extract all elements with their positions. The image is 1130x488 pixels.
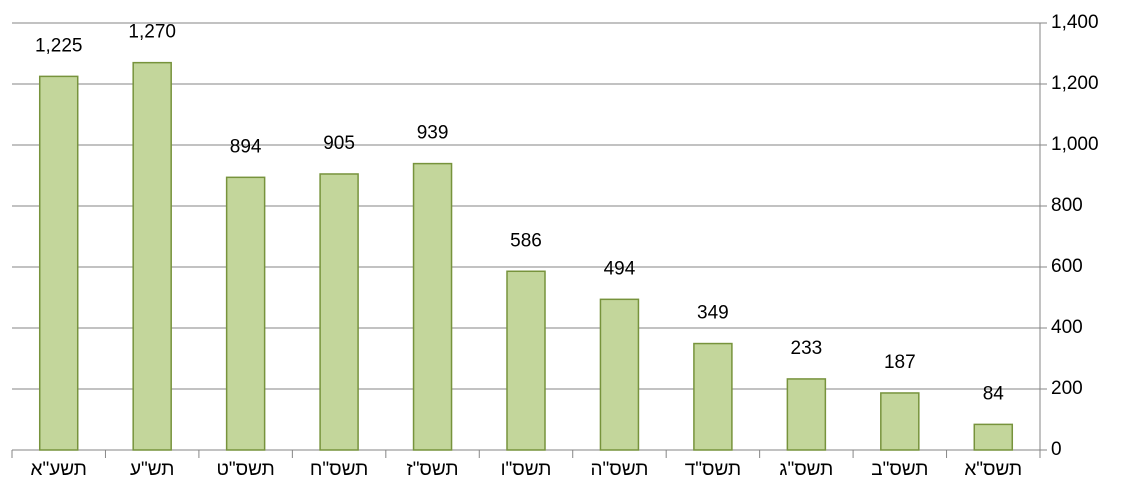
y-tick-label: 1,000 [1051, 134, 1099, 155]
bar [599, 298, 640, 451]
bar [412, 162, 453, 451]
bar [225, 176, 266, 451]
bar [693, 342, 733, 451]
value-label: 894 [230, 136, 262, 157]
value-label: 187 [884, 352, 916, 373]
value-label: 233 [791, 338, 823, 359]
bar [786, 378, 827, 451]
x-tick-label: תשס"א [964, 459, 1022, 480]
bar [506, 270, 546, 451]
value-label: 494 [604, 258, 636, 279]
value-label: 349 [697, 303, 729, 324]
bar [880, 392, 920, 451]
y-tick-label: 1,200 [1051, 73, 1099, 94]
bar [38, 75, 79, 451]
x-tick-label: תשס"ו [501, 459, 552, 480]
x-tick-label: תש"ע [130, 459, 174, 480]
value-label: 586 [510, 230, 542, 251]
value-label: 905 [323, 133, 355, 154]
y-tick-label: 1,400 [1051, 12, 1099, 33]
bar [973, 423, 1014, 451]
x-tick-label: תשס"ח [310, 459, 368, 480]
x-tick-label: תשס"ה [591, 459, 649, 480]
x-tick-label: תשס"ד [685, 459, 741, 480]
value-label: 1,270 [128, 22, 176, 43]
x-tick-label: תשע"א [31, 459, 87, 480]
bar [132, 61, 172, 451]
y-tick-label: 600 [1051, 256, 1083, 277]
x-tick-label: תשס"ז [407, 459, 459, 480]
y-tick-label: 800 [1051, 195, 1083, 216]
x-tick-label: תשס"ג [779, 459, 833, 480]
y-tick-label: 200 [1051, 378, 1083, 399]
bar [319, 173, 359, 451]
value-label: 1,225 [35, 35, 83, 56]
value-label: 939 [417, 123, 449, 144]
value-label: 84 [983, 383, 1005, 404]
x-tick-label: תשס"ב [871, 459, 928, 480]
y-tick-label: 400 [1051, 317, 1083, 338]
x-tick-label: תשס"ט [217, 459, 275, 480]
y-tick-label: 0 [1051, 439, 1062, 460]
